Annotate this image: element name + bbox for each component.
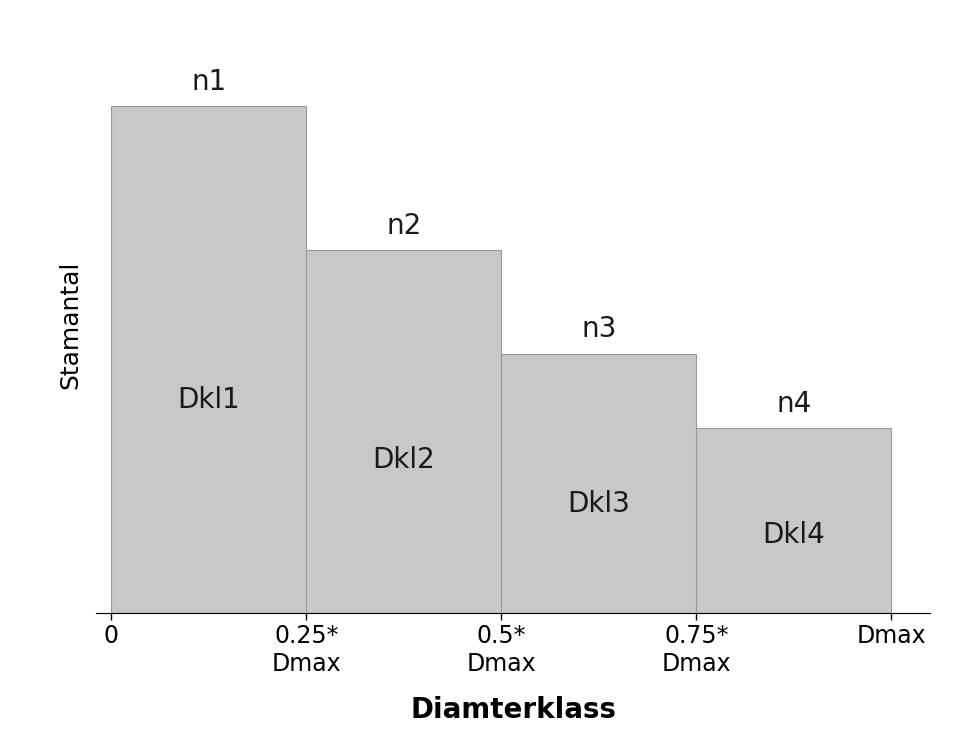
- Y-axis label: Stamantal: Stamantal: [58, 261, 82, 389]
- Text: n2: n2: [386, 212, 422, 240]
- Text: Dkl2: Dkl2: [372, 447, 435, 474]
- Text: Dkl3: Dkl3: [568, 490, 630, 518]
- X-axis label: Diamterklass: Diamterklass: [410, 695, 616, 724]
- Text: Dkl4: Dkl4: [762, 521, 825, 549]
- Bar: [111, 106, 307, 613]
- Text: n1: n1: [192, 68, 226, 96]
- Text: n3: n3: [581, 315, 617, 344]
- Bar: [307, 250, 502, 613]
- Text: Dkl1: Dkl1: [177, 386, 241, 414]
- Text: n4: n4: [776, 390, 811, 418]
- Bar: [502, 354, 696, 613]
- Bar: [696, 429, 891, 613]
